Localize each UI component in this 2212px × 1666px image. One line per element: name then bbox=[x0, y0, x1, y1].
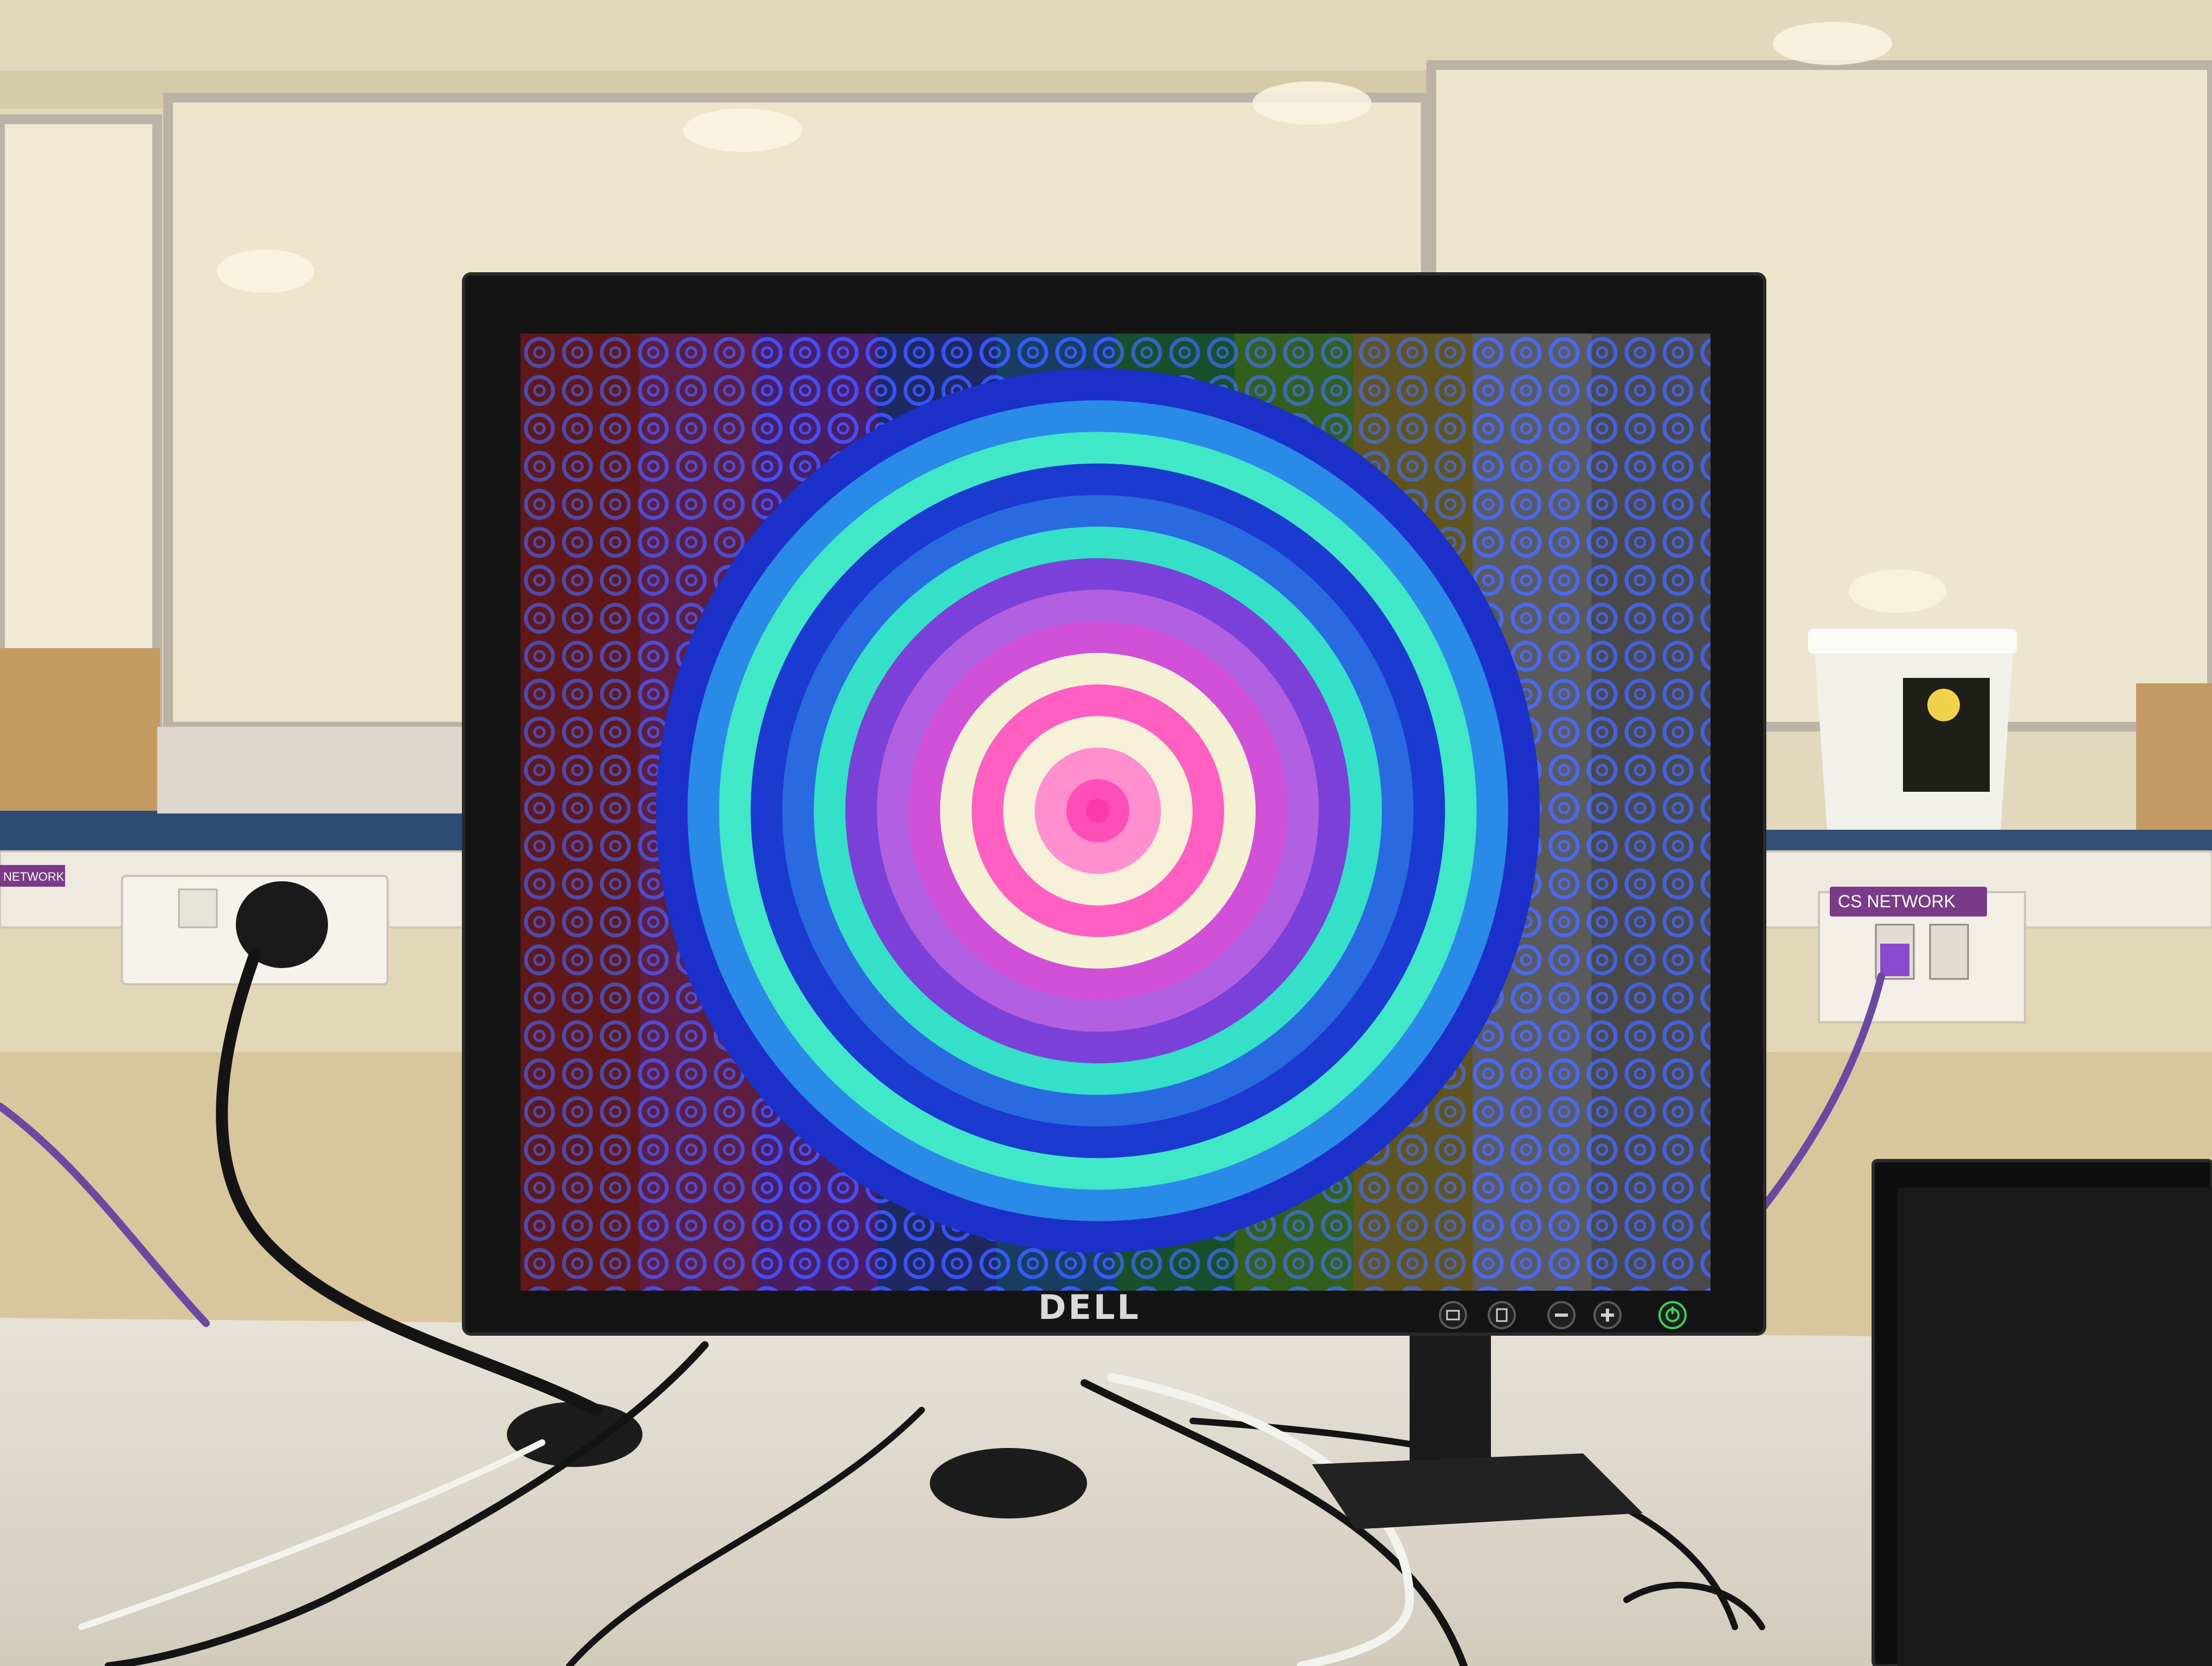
cardboard-box bbox=[0, 648, 160, 811]
input-source-icon bbox=[1446, 1310, 1460, 1321]
socket-switch bbox=[178, 888, 218, 928]
cable-grommet bbox=[507, 1402, 642, 1467]
pattern-band bbox=[1591, 334, 1711, 1291]
label-strip-right bbox=[1830, 887, 1987, 917]
light-reflection bbox=[217, 249, 314, 293]
power-plug bbox=[236, 881, 328, 968]
menu-button[interactable] bbox=[1488, 1301, 1516, 1329]
concentric-target bbox=[656, 369, 1540, 1253]
second-monitor-screen bbox=[1898, 1188, 2212, 1666]
menu-icon bbox=[1496, 1308, 1508, 1322]
network-port bbox=[1929, 924, 1969, 980]
target-center bbox=[1086, 799, 1110, 823]
whiteboard-left bbox=[0, 114, 162, 732]
plus-icon bbox=[1601, 1309, 1614, 1322]
light-reflection bbox=[683, 108, 802, 152]
input-source-button[interactable] bbox=[1439, 1301, 1467, 1329]
label-strip-right-text: CS NETWORK bbox=[1838, 892, 1956, 911]
light-reflection bbox=[1252, 81, 1372, 125]
brand-logo: DELL bbox=[1038, 1287, 1141, 1327]
cardboard-box bbox=[2136, 683, 2212, 846]
cables bbox=[0, 949, 1885, 1666]
light-reflection bbox=[1849, 569, 1946, 613]
ethernet-plug bbox=[1880, 944, 1909, 976]
label-strip-left-text: NETWORK bbox=[3, 870, 65, 883]
screen-content bbox=[520, 334, 1711, 1291]
power-button[interactable] bbox=[1658, 1301, 1687, 1329]
power-icon bbox=[1666, 1306, 1680, 1322]
bucket-lid bbox=[1808, 629, 2017, 653]
pattern-band bbox=[520, 334, 640, 1291]
monitor-buttons bbox=[1439, 1301, 1687, 1329]
light-reflection bbox=[1773, 22, 1892, 65]
cable-grommet bbox=[930, 1448, 1087, 1518]
label-strip-left bbox=[0, 865, 65, 887]
plus-button[interactable] bbox=[1593, 1301, 1622, 1329]
monitor-stand-base bbox=[1312, 1453, 1643, 1529]
minus-button[interactable] bbox=[1547, 1301, 1576, 1329]
minus-icon bbox=[1555, 1313, 1568, 1317]
monitor-stand-neck bbox=[1410, 1323, 1491, 1464]
bucket-label-logo bbox=[1927, 689, 1960, 721]
